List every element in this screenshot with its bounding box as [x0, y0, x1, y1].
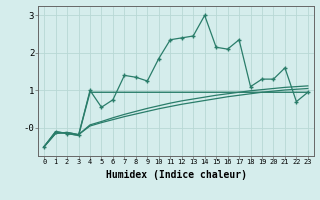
X-axis label: Humidex (Indice chaleur): Humidex (Indice chaleur)	[106, 170, 246, 180]
